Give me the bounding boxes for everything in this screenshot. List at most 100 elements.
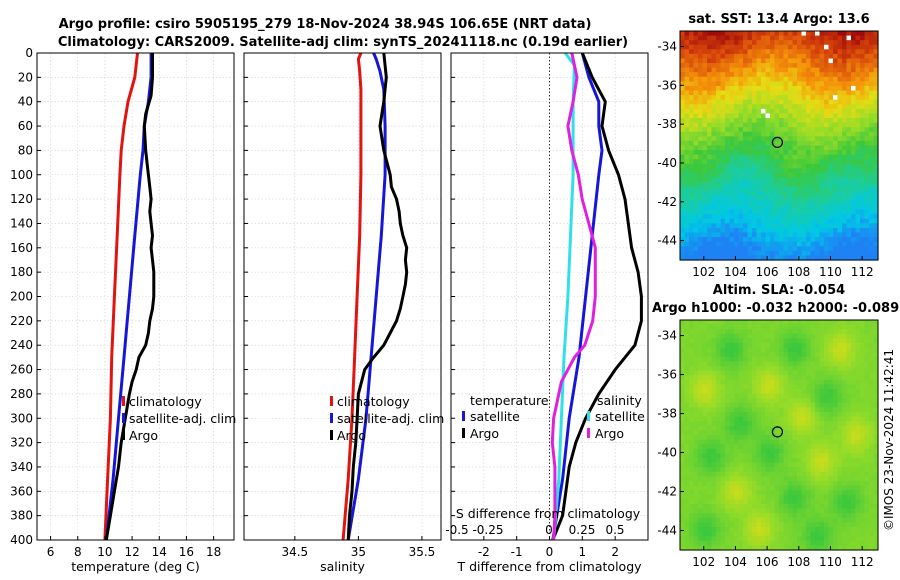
map-x-tick-label: 104 [724, 555, 747, 569]
x-tick-label: 14 [152, 545, 167, 559]
legend-title-salinity: salinity [597, 393, 642, 408]
difference-series-t-satellite [551, 52, 604, 541]
y-tick-label: 140 [10, 216, 33, 230]
missing-data-cell [851, 85, 856, 91]
difference-xlabel: T difference from climatology [456, 559, 642, 574]
temperature-series-climatology [103, 52, 139, 541]
y-tick-label: 120 [10, 192, 33, 206]
top-x-tick-label: 0.25 [569, 523, 596, 537]
legend-label: Argo [129, 428, 158, 443]
sla_map-title: Altim. SLA: -0.054 [713, 283, 845, 298]
y-tick-label: 340 [10, 460, 33, 474]
legend-swatch [122, 396, 125, 406]
missing-data-cell [815, 31, 820, 36]
salinity-series-climatology [341, 52, 363, 541]
map-x-tick-label: 112 [851, 555, 874, 569]
y-tick-label: 80 [18, 143, 33, 157]
y-tick-label: 40 [18, 95, 33, 109]
x-tick-label: 8 [74, 545, 82, 559]
missing-data-cell [824, 44, 829, 50]
x-tick-label: 6 [47, 545, 55, 559]
salinity-series-satellite-adj-clim [346, 52, 387, 541]
top-x-tick-label: 0.5 [605, 523, 624, 537]
legend-label: satellite-adj. clim [337, 411, 444, 426]
x-tick-label: 1 [579, 545, 587, 559]
legend-swatch [330, 430, 333, 440]
temperature-panel: 0 20 40 60 80 100 120 140 160 180 200 220 240 260 280 3… [10, 46, 236, 574]
difference-series-s-argo [550, 52, 597, 541]
y-tick-label: 100 [10, 168, 33, 182]
legend-swatch [587, 428, 590, 438]
temperature-series-argo [104, 53, 156, 541]
map-x-tick-label: 106 [756, 265, 779, 279]
profile-panels: 0204060801001201401601802002202402602803… [10, 46, 649, 574]
x-tick-label: 16 [179, 545, 194, 559]
legend-label: satellite [470, 409, 520, 424]
y-tick-label: 180 [10, 265, 33, 279]
sst_map-cells [680, 31, 879, 261]
argo-location-marker [771, 136, 784, 148]
x-tick-label: 2 [611, 545, 619, 559]
y-tick-label: 400 [10, 533, 33, 547]
y-tick-label: 60 [18, 119, 33, 133]
missing-data-cell [761, 108, 766, 114]
legend-label: climatology [337, 394, 410, 409]
map-y-tick-label: -44 [657, 524, 677, 538]
map-y-tick-label: -40 [657, 446, 677, 460]
map-y-tick-label: -40 [657, 156, 677, 170]
figure-title-line1: Argo profile: csiro 5905195_279 18-Nov-2… [59, 17, 592, 32]
y-tick-label: 380 [10, 509, 33, 523]
copyright-credit: ©IMOS 23-Nov-2024 11:42:41 [882, 349, 896, 531]
map-x-tick-label: 108 [787, 265, 810, 279]
legend-swatch [122, 413, 125, 423]
map-y-tick-label: -44 [657, 234, 677, 248]
top-x-tick-label: -0.25 [472, 523, 503, 537]
map-x-tick-label: 106 [756, 555, 779, 569]
x-tick-label: 10 [97, 545, 112, 559]
legend-swatch [330, 413, 333, 423]
legend-label: climatology [129, 394, 202, 409]
y-tick-label: 280 [10, 387, 33, 401]
y-tick-label: 200 [10, 290, 33, 304]
y-tick-label: 240 [10, 338, 33, 352]
sla_map-subtitle: Argo h1000: -0.032 h2000: -0.089 [652, 301, 899, 316]
x-tick-label: -2 [478, 545, 490, 559]
sst_map-title: sat. SST: 13.4 Argo: 13.6 [688, 12, 869, 27]
x-tick-label: 18 [206, 545, 221, 559]
map-y-tick-label: -34 [657, 329, 677, 343]
sla_map-cells [680, 320, 879, 551]
map-y-tick-label: -36 [657, 78, 677, 92]
y-tick-label: 160 [10, 241, 33, 255]
salinity-panel: 34.5 35 35.5 salinity climatology satellite-a… [243, 52, 444, 574]
y-tick-label: 360 [10, 484, 33, 498]
legend-swatch [122, 430, 125, 440]
difference-top-xlabel: S difference from climatology [456, 506, 641, 521]
legend-label: Argo [595, 426, 624, 441]
legend-swatch [587, 411, 590, 421]
salinity-series-argo [346, 52, 409, 541]
map-y-tick-label: -34 [657, 40, 677, 54]
sst_map: sat. SST: 13.4 Argo: 13.6 102 104 106 108 110… [657, 12, 879, 279]
map-y-tick-label: -36 [657, 368, 677, 382]
map-x-tick-label: 102 [692, 265, 715, 279]
figure-title-line2: Climatology: CARS2009. Satellite-adj cli… [58, 35, 628, 50]
legend-swatch [330, 396, 333, 406]
argo-location-marker [771, 426, 784, 438]
map-x-tick-label: 110 [819, 265, 842, 279]
missing-data-cell [801, 31, 806, 36]
sst_map-frame [679, 30, 879, 261]
top-x-tick-label: -0.5 [445, 523, 468, 537]
legend-label: Argo [470, 426, 499, 441]
map-x-tick-label: 110 [819, 555, 842, 569]
y-tick-label: 300 [10, 411, 33, 425]
legend-swatch [462, 411, 465, 421]
x-tick-label: -1 [511, 545, 523, 559]
map-x-tick-label: 104 [724, 265, 747, 279]
missing-data-cell [833, 95, 838, 100]
y-tick-label: 220 [10, 314, 33, 328]
map-y-tick-label: -42 [657, 195, 677, 209]
difference-panel: -2 -1 0 1 2T difference from climatology temp… [445, 52, 649, 574]
map-y-tick-label: -42 [657, 485, 677, 499]
map-x-tick-label: 112 [851, 265, 874, 279]
sla_map-frame [679, 319, 879, 551]
